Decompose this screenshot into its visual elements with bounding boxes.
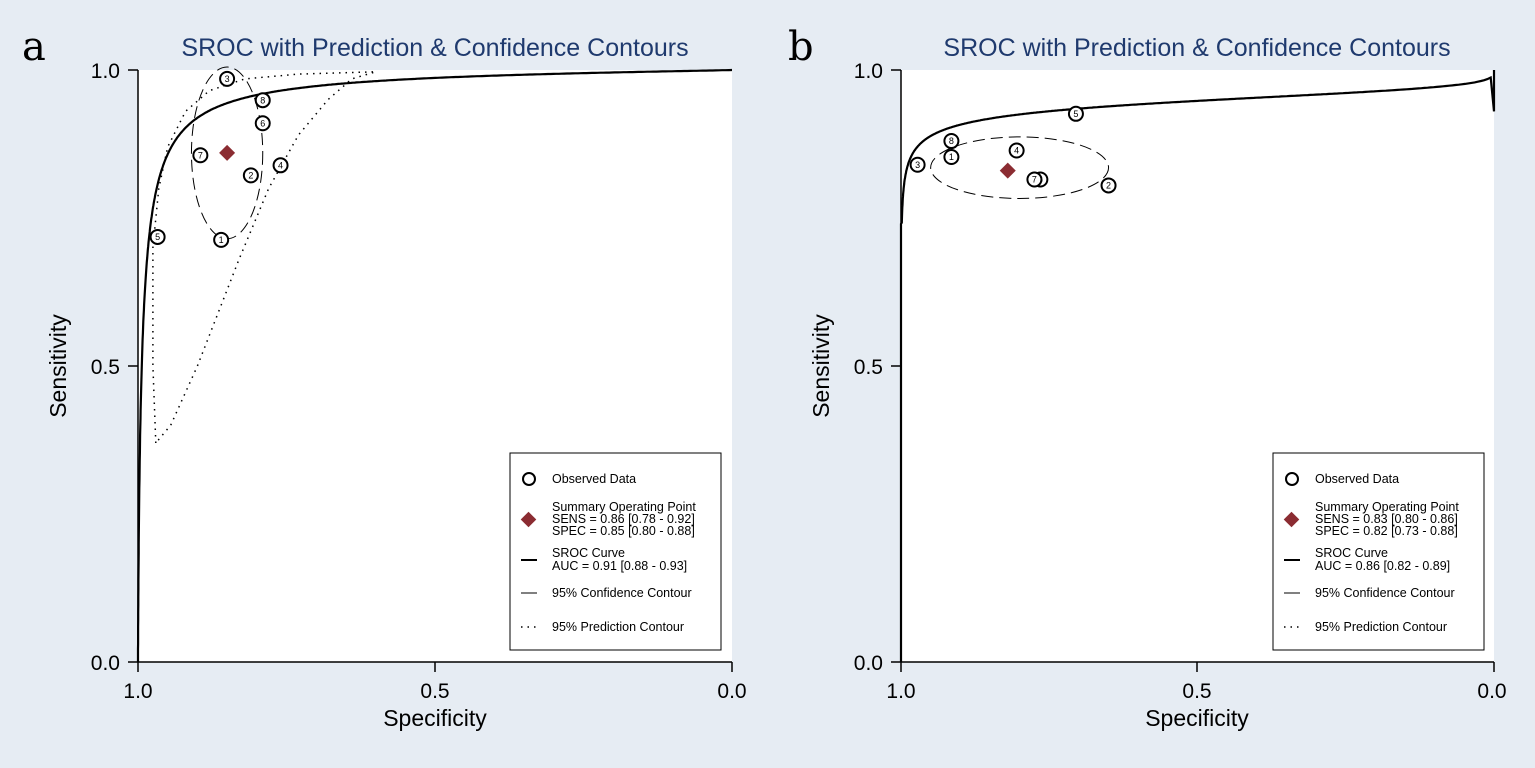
- study-point-label: 8: [949, 136, 954, 146]
- y-tick-label-a: 0.0: [91, 652, 120, 675]
- panel-label-a: a: [22, 24, 46, 70]
- chart-marks-a: 1 2 3 4 5 6 7 8: [136, 66, 732, 662]
- legend-spec-label: SPEC = 0.85 [0.80 - 0.88]: [552, 524, 695, 538]
- y-tick-label-b: 0.0: [854, 652, 883, 675]
- observed-study-point: [1067, 105, 1084, 122]
- legend-sens-label: SENS = 0.86 [0.78 - 0.92]: [552, 512, 695, 526]
- observed-study-point: [219, 70, 236, 87]
- y-axis-label-a: Sensitivity: [45, 314, 71, 418]
- legend-a: Observed Data Summary Operating Point SE…: [509, 452, 722, 651]
- legend-auc-label: AUC = 0.91 [0.88 - 0.93]: [552, 559, 687, 573]
- x-tick-label-a: 1.0: [123, 680, 152, 703]
- observed-study-point: [1100, 177, 1117, 194]
- confidence-contour: [930, 136, 1110, 199]
- study-point-label: 5: [155, 232, 160, 242]
- panel-label-b: b: [788, 24, 814, 70]
- observed-study-point: [192, 147, 209, 164]
- observed-study-point: [943, 149, 960, 166]
- y-axis-label-b: Sensitivity: [808, 314, 834, 418]
- observed-study-point: [213, 231, 230, 248]
- study-point-label: 8: [260, 95, 265, 105]
- observed-study-point: [254, 115, 271, 132]
- legend-auc-label: AUC = 0.86 [0.82 - 0.89]: [1315, 559, 1450, 573]
- legend-sens-label: SENS = 0.83 [0.80 - 0.86]: [1315, 512, 1458, 526]
- y-tick-label-b: 0.5: [854, 356, 883, 379]
- x-axis-label-a: Specificity: [383, 705, 487, 731]
- sroc-curve: [136, 68, 732, 662]
- study-point-label: 4: [278, 161, 283, 171]
- x-axis-label-b: Specificity: [1145, 705, 1249, 731]
- legend-box-a: [509, 452, 722, 651]
- observed-study-point: [909, 156, 926, 173]
- study-point-label: 7: [1032, 175, 1037, 185]
- panel-b: b SROC with Prediction & Confidence Cont…: [788, 24, 1507, 731]
- legend-curve-label: SROC Curve: [1315, 546, 1388, 560]
- summary-operating-point: [219, 144, 236, 161]
- legend-confidence-label: 95% Confidence Contour: [552, 586, 692, 600]
- study-point-label: 2: [248, 171, 253, 181]
- y-tick-label-b: 1.0: [854, 60, 883, 83]
- legend-summary-label: Summary Operating Point: [552, 500, 696, 514]
- legend-summary-symbol: [1283, 511, 1300, 528]
- legend-observed-symbol: [1285, 472, 1299, 486]
- legend-summary-label: Summary Operating Point: [1315, 500, 1459, 514]
- observed-study-point: [254, 92, 271, 109]
- study-point-label: 1: [949, 152, 954, 162]
- x-tick-label-b: 0.0: [1477, 680, 1506, 703]
- panel-a: a SROC with Prediction & Confidence Cont…: [22, 24, 747, 731]
- chart-title-b: SROC with Prediction & Confidence Contou…: [943, 34, 1450, 62]
- observed-study-point: [1008, 142, 1025, 159]
- x-tick-label-a: 0.0: [717, 680, 746, 703]
- y-tick-label-a: 0.5: [91, 356, 120, 379]
- legend-b: Observed Data Summary Operating Point SE…: [1272, 452, 1485, 651]
- study-point-label: 3: [915, 160, 920, 170]
- legend-observed-symbol: [522, 472, 536, 486]
- chart-title-a: SROC with Prediction & Confidence Contou…: [181, 34, 688, 62]
- legend-curve-label: SROC Curve: [552, 546, 625, 560]
- legend-confidence-label: 95% Confidence Contour: [1315, 586, 1455, 600]
- legend-observed-label: Observed Data: [1315, 472, 1399, 486]
- observed-study-point: [242, 167, 259, 184]
- x-tick-label-a: 0.5: [420, 680, 449, 703]
- study-point-label: 5: [1073, 109, 1078, 119]
- observed-study-point: [943, 133, 960, 150]
- legend-prediction-label: 95% Prediction Contour: [552, 620, 684, 634]
- study-point-label: 4: [1014, 146, 1019, 156]
- study-point-label: 7: [198, 150, 203, 160]
- study-point-label: 6: [260, 118, 265, 128]
- legend-observed-label: Observed Data: [552, 472, 636, 486]
- legend-box-b: [1272, 452, 1485, 651]
- x-tick-label-b: 0.5: [1182, 680, 1211, 703]
- study-point-label: 1: [219, 235, 224, 245]
- sroc-curve: [899, 70, 1496, 662]
- y-tick-label-a: 1.0: [91, 60, 120, 83]
- study-point-label: 2: [1106, 181, 1111, 191]
- observed-study-point: [149, 228, 166, 245]
- x-tick-label-b: 1.0: [886, 680, 915, 703]
- legend-prediction-label: 95% Prediction Contour: [1315, 620, 1447, 634]
- legend-spec-label: SPEC = 0.82 [0.73 - 0.88]: [1315, 524, 1458, 538]
- study-point-label: 3: [225, 74, 230, 84]
- observed-study-point: [1026, 171, 1043, 188]
- observed-study-point: [272, 157, 289, 174]
- legend-summary-symbol: [520, 511, 537, 528]
- summary-operating-point: [999, 162, 1016, 179]
